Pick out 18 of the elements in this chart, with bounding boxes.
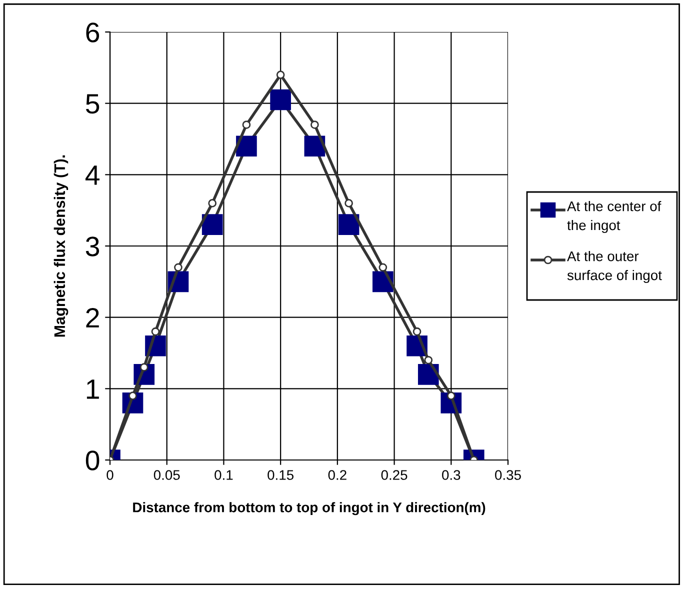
y-tick-label: 6 [86,22,100,42]
x-tick-label: 0.1 [214,470,233,480]
y-tick-label: 2 [86,308,99,328]
x-tick-label: 0.05 [154,470,180,480]
x-tick-label: 0.15 [268,470,294,480]
x-tick-label: 0 [106,470,114,480]
x-tick-label: 0.35 [495,470,521,480]
x-tick-label: 0.3 [442,470,460,480]
y-tick-label: 3 [86,236,100,256]
legend-label: At the outer surface of ingot [567,251,662,283]
x-tick-label: 0.2 [328,470,346,480]
y-axis-title: Magnetic flux density (T). [54,155,68,337]
x-axis-title: Distance from bottom to top of ingot in Y direction(m) [133,502,486,516]
x-tick-label: 0.25 [381,470,408,480]
legend-label: At the center of the ingot [567,201,662,233]
y-tick-label: 4 [85,166,100,185]
y-tick-label: 1 [86,380,99,399]
y-tick-label: 5 [86,94,100,114]
